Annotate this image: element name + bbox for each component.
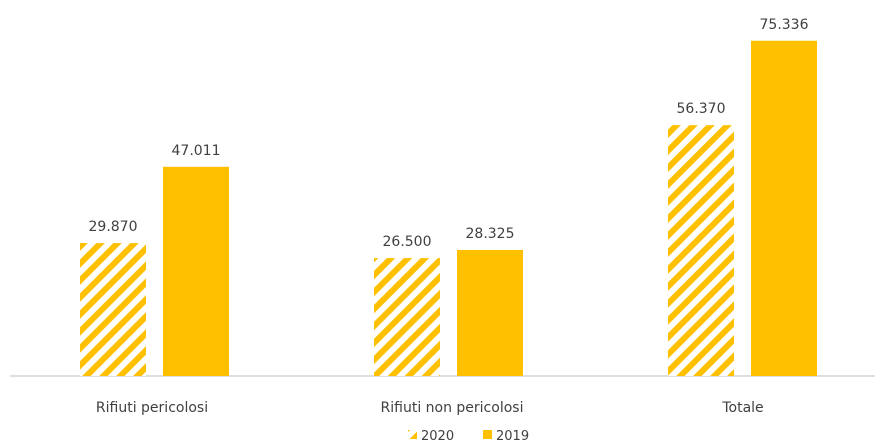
bar-2019-2 [457, 249, 523, 376]
bar-2020-2 [374, 258, 440, 376]
legend-swatch-2020 [408, 430, 417, 439]
data-label-2019-3: 75.336 [760, 17, 809, 33]
data-label-2020-2: 26.500 [383, 234, 432, 250]
category-label-3: Totale [721, 400, 763, 416]
category-labels-layer: Rifiuti pericolosi Rifiuti non pericolosi… [96, 400, 764, 416]
legend-swatch-2019 [483, 430, 492, 439]
data-label-2019-2: 28.325 [466, 226, 515, 242]
data-labels-layer: 29.870 47.011 26.500 28.325 56.370 75.336 [89, 17, 809, 250]
data-label-2020-1: 29.870 [89, 219, 138, 235]
category-label-1: Rifiuti pericolosi [96, 400, 208, 416]
legend: 2020 2019 [408, 429, 529, 444]
bar-2019-3 [751, 40, 817, 377]
bar-2019-1 [163, 166, 229, 376]
legend-label-2019: 2019 [496, 429, 529, 444]
data-label-2019-1: 47.011 [172, 143, 221, 159]
legend-label-2020: 2020 [421, 429, 454, 444]
bar-2020-3 [668, 125, 734, 376]
bar-2020-1 [80, 243, 146, 376]
bars-layer [80, 40, 817, 377]
data-label-2020-3: 56.370 [677, 101, 726, 117]
category-label-2: Rifiuti non pericolosi [381, 400, 524, 416]
